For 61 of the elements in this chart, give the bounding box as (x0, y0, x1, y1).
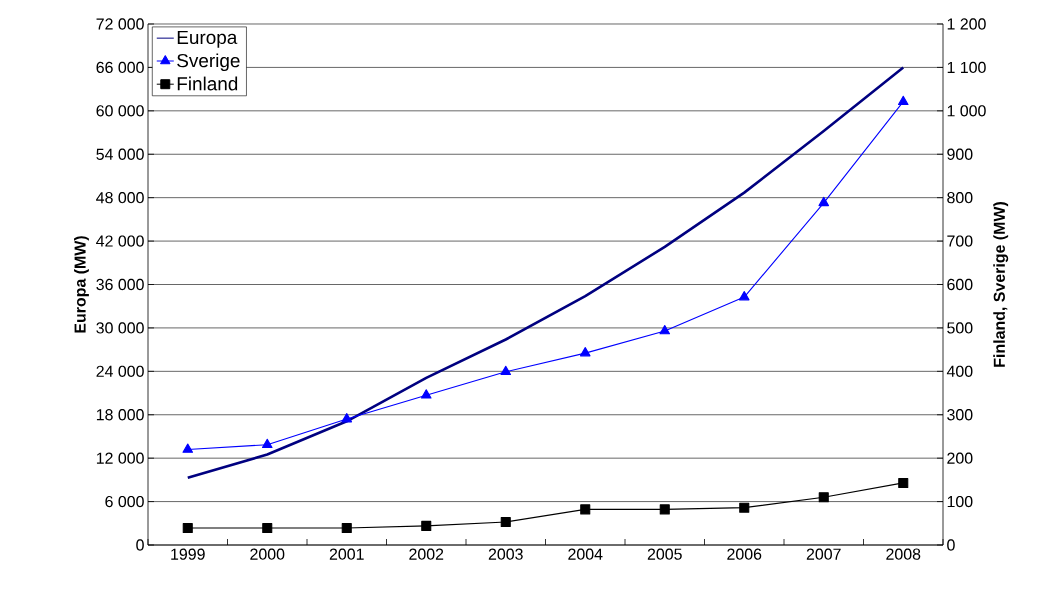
x-tick-label: 2008 (886, 548, 921, 560)
y-tick-label: 18 000 (96, 409, 144, 421)
point (897, 95, 909, 105)
y2-tick-label: 1 200 (947, 18, 986, 30)
y2-tick-label: 900 (947, 148, 973, 160)
point (898, 477, 909, 488)
point (579, 347, 591, 357)
y2-tick-label: 500 (947, 322, 973, 334)
y-tick-label: 66 000 (96, 61, 144, 74)
y2-tick-label: 800 (947, 192, 973, 204)
legend-label: Sverige (177, 53, 240, 72)
x-tick-label: 2004 (568, 548, 603, 560)
y-axis-title: Europa (MW) (74, 236, 89, 333)
point (739, 502, 750, 513)
y2-tick-label: 600 (947, 278, 973, 291)
y2-axis-title: Finland, Sverige (MW) (993, 202, 1009, 367)
y2-tick-label: 200 (947, 452, 973, 464)
point (738, 291, 750, 301)
y2-tick-label: 0 (947, 539, 955, 551)
point (500, 516, 511, 528)
x-tick-label: 2003 (488, 548, 523, 560)
x-tick-label: 1999 (171, 548, 205, 560)
point (818, 492, 829, 503)
x-tick-label: 2007 (806, 548, 841, 560)
point (182, 443, 194, 453)
y-tick-label: 24 000 (96, 365, 144, 377)
point (341, 413, 353, 423)
y-tick-label: 36 000 (96, 278, 144, 291)
x-tick-label: 2001 (329, 548, 364, 560)
y2-tick-label: 400 (946, 365, 973, 377)
y2-tick-label: 1 000 (947, 105, 986, 117)
legend-label: Finland (177, 76, 238, 91)
x-tick-label: 2005 (647, 548, 682, 560)
point (659, 324, 671, 335)
point (341, 523, 352, 534)
point (261, 438, 273, 448)
y2-tick-label: 100 (947, 495, 973, 508)
x-tick-label: 2002 (409, 548, 444, 560)
y-tick-label: 48 000 (96, 192, 144, 204)
point (500, 365, 512, 376)
point (421, 520, 432, 531)
y-tick-label: 30 000 (96, 322, 144, 334)
y-tick-label: 0 (136, 539, 144, 551)
point (262, 523, 273, 534)
y-tick-label: 6 000 (105, 495, 144, 508)
legend-label: Europa (177, 30, 238, 48)
y-tick-label: 72 000 (96, 18, 144, 30)
point (659, 504, 670, 515)
x-tick-label: 2000 (250, 548, 285, 560)
point (818, 196, 830, 207)
y-tick-label: 54 000 (96, 148, 144, 160)
y-tick-label: 12 000 (96, 452, 144, 464)
x-tick-label: 2006 (727, 548, 762, 560)
point (182, 523, 193, 534)
y2-tick-label: 300 (947, 409, 973, 421)
y2-tick-label: 700 (947, 235, 973, 247)
y-tick-label: 42 000 (96, 235, 144, 247)
y2-tick-label: 1 100 (947, 61, 986, 74)
point (580, 504, 591, 515)
y-tick-label: 60 000 (96, 105, 144, 117)
point (420, 389, 432, 399)
